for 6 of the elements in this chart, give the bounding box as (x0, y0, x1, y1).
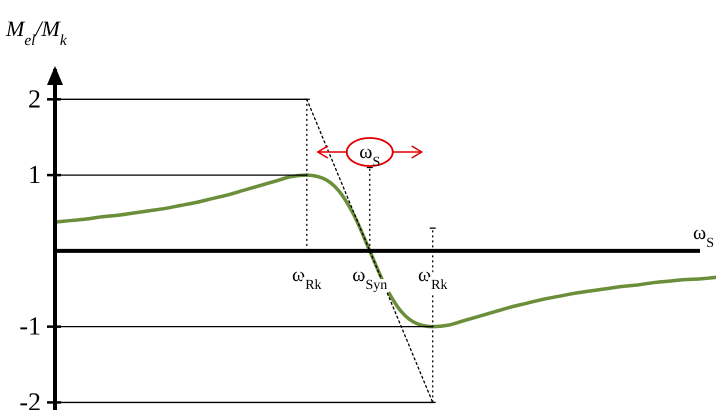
y-tick-label: -2 (19, 387, 41, 410)
y-tick-label: 1 (28, 160, 41, 190)
y-tick-label: -1 (19, 312, 41, 341)
y-axis-title: M$_{el}$/M$_{k}$ (5, 16, 68, 48)
y-tick-label: 2 (28, 84, 41, 114)
x-axis-title: ω$_{S}$ (693, 222, 714, 250)
